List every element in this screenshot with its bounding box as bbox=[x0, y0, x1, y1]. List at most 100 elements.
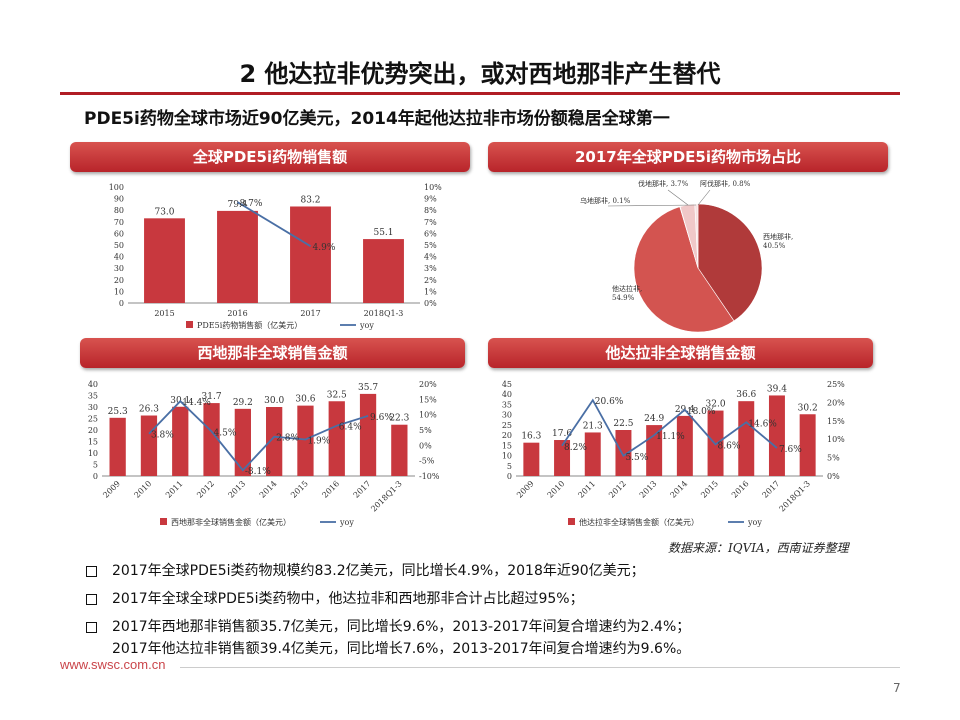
legend-bar-swatch bbox=[568, 518, 575, 525]
y-tick-label: 0 bbox=[507, 472, 512, 481]
yoy-value-label: 4.5% bbox=[214, 429, 237, 439]
yoy-line-series bbox=[561, 398, 778, 458]
y-tick-label: 35 bbox=[88, 392, 98, 401]
bar bbox=[738, 401, 755, 476]
yoy-value-label: -8.1% bbox=[245, 467, 271, 477]
x-tick-label: 2017 bbox=[761, 479, 782, 500]
yoy-value-label: 20.6% bbox=[595, 397, 624, 407]
checkbox-icon bbox=[86, 594, 97, 605]
bar bbox=[172, 406, 189, 476]
bullet-item: 2017年西地那非销售额35.7亿美元，同比增长9.6%，2013-2017年间… bbox=[84, 616, 914, 660]
legend-bar-swatch bbox=[186, 321, 193, 328]
bar bbox=[676, 415, 693, 476]
yoy-value-label: 8.7% bbox=[240, 199, 263, 209]
x-tick-label: 2016 bbox=[320, 479, 341, 500]
pie-label-line: 西地那非, bbox=[763, 232, 793, 241]
bar bbox=[290, 206, 331, 303]
yoy-value-label: 1.9% bbox=[307, 437, 330, 447]
y-tick-label: 0 bbox=[119, 299, 124, 308]
y2-tick-label: -5% bbox=[419, 457, 435, 466]
bar-value-label: 29.2 bbox=[233, 398, 253, 408]
bullet-item: 2017年全球全球PDE5i类药物中，他达拉非和西地那非合计占比超过95%； bbox=[84, 588, 914, 610]
y2-tick-label: 15% bbox=[827, 417, 845, 426]
bar-value-label: 22.3 bbox=[389, 414, 409, 424]
bar-value-label: 22.5 bbox=[613, 419, 633, 429]
x-tick-label: 2014 bbox=[258, 479, 279, 500]
pie-slice bbox=[633, 206, 735, 333]
pie-leader-line bbox=[697, 189, 711, 206]
bar bbox=[328, 401, 345, 476]
banner-global-sales: 全球PDE5i药物销售额 bbox=[70, 142, 470, 172]
legend-line-label: yoy bbox=[747, 518, 762, 527]
y2-tick-label: 20% bbox=[827, 398, 845, 407]
y-tick-label: 5 bbox=[93, 461, 98, 470]
bar-value-label: 39.4 bbox=[767, 384, 787, 394]
bar bbox=[234, 408, 251, 476]
bullet-list: 2017年全球PDE5i类药物规模约83.2亿美元，同比增长4.9%，2018年… bbox=[84, 560, 914, 666]
x-tick-label: 2009 bbox=[515, 479, 536, 500]
x-tick-label: 2015 bbox=[699, 479, 720, 500]
y2-tick-label: 15% bbox=[419, 395, 437, 404]
x-tick-label: 2009 bbox=[101, 479, 122, 500]
pie-slice-label: 乌地那非, 0.1% bbox=[580, 196, 631, 205]
pie-label-line: 他达拉非, bbox=[612, 284, 642, 293]
y2-tick-label: 20% bbox=[419, 380, 437, 389]
bar bbox=[266, 407, 283, 476]
bar-value-label: 30.0 bbox=[264, 396, 284, 406]
bullet-text: 2017年全球PDE5i类药物规模约83.2亿美元，同比增长4.9%，2018年… bbox=[112, 563, 645, 579]
chart-market-share-pie: 西地那非, 40.5% 他达拉非, 54.9% 乌地那非, 0.1% 伐地那非, 3.7%… bbox=[580, 179, 793, 333]
x-tick-label: 2016 bbox=[730, 479, 751, 500]
banner-sildenafil: 西地那非全球销售金额 bbox=[80, 338, 465, 368]
bar-value-label: 79.4 bbox=[227, 200, 247, 210]
y-tick-label: 80 bbox=[114, 206, 124, 215]
y2-tick-label: 4% bbox=[424, 253, 437, 262]
y-tick-label: 10 bbox=[502, 452, 512, 461]
y-tick-label: 20 bbox=[114, 276, 124, 285]
y-tick-label: 40 bbox=[114, 253, 124, 262]
pie-slice-label: 伐地那非, 3.7% bbox=[638, 179, 689, 188]
page-number: 7 bbox=[893, 681, 901, 695]
y-tick-label: 25 bbox=[88, 415, 98, 424]
yoy-line-series bbox=[237, 201, 311, 247]
legend-bar-label: PDE5i药物销售额（亿美元） bbox=[197, 320, 302, 330]
y-tick-label: 10 bbox=[88, 449, 98, 458]
pie-label-line: 乌地那非, 0.1% bbox=[580, 196, 631, 205]
yoy-value-label: 6.4% bbox=[339, 423, 362, 433]
y-tick-label: 45 bbox=[502, 380, 512, 389]
x-tick-label: 2017 bbox=[300, 309, 320, 318]
bar bbox=[799, 414, 816, 476]
x-tick-label: 2018Q1-3 bbox=[778, 479, 813, 514]
y-tick-label: 30 bbox=[502, 411, 512, 420]
pie-slice-label: 阿伐那非, 0.8% bbox=[700, 179, 751, 188]
yoy-value-label: 2.8% bbox=[276, 434, 299, 444]
bar bbox=[391, 424, 408, 476]
bar-value-label: 25.3 bbox=[108, 407, 128, 417]
x-tick-label: 2015 bbox=[289, 479, 310, 500]
y-tick-label: 10 bbox=[114, 287, 124, 296]
bullet-item: 2017年全球PDE5i类药物规模约83.2亿美元，同比增长4.9%，2018年… bbox=[84, 560, 914, 582]
pie-label-line: 40.5% bbox=[763, 242, 786, 250]
y-tick-label: 20 bbox=[502, 431, 512, 440]
y2-tick-label: 3% bbox=[424, 264, 437, 273]
bar bbox=[523, 442, 540, 476]
pie-slice-label: 西地那非, 40.5% bbox=[763, 232, 793, 250]
pie-slice-label: 他达拉非, 54.9% bbox=[612, 284, 642, 302]
bar bbox=[615, 430, 632, 476]
bar bbox=[140, 415, 158, 476]
website-link[interactable]: www.swsc.com.cn bbox=[60, 657, 166, 672]
x-tick-label: 2018Q1-3 bbox=[369, 479, 404, 514]
checkbox-icon bbox=[86, 622, 97, 633]
yoy-value-label: 3.8% bbox=[151, 431, 174, 441]
pie-label-line: 54.9% bbox=[612, 294, 635, 302]
y2-tick-label: 5% bbox=[827, 454, 840, 463]
yoy-value-label: 8.6% bbox=[718, 441, 741, 451]
title-divider bbox=[60, 92, 900, 95]
bullet-text: 2017年西地那非销售额35.7亿美元，同比增长9.6%，2013-2017年间… bbox=[112, 619, 691, 635]
x-tick-label: 2010 bbox=[546, 479, 567, 500]
pie-label-line: 伐地那非, 3.7% bbox=[638, 179, 689, 188]
pie-leader-line bbox=[607, 204, 697, 207]
bar-value-label: 17.6 bbox=[552, 429, 572, 439]
bar bbox=[584, 432, 601, 476]
bar-value-label: 55.1 bbox=[373, 228, 393, 238]
